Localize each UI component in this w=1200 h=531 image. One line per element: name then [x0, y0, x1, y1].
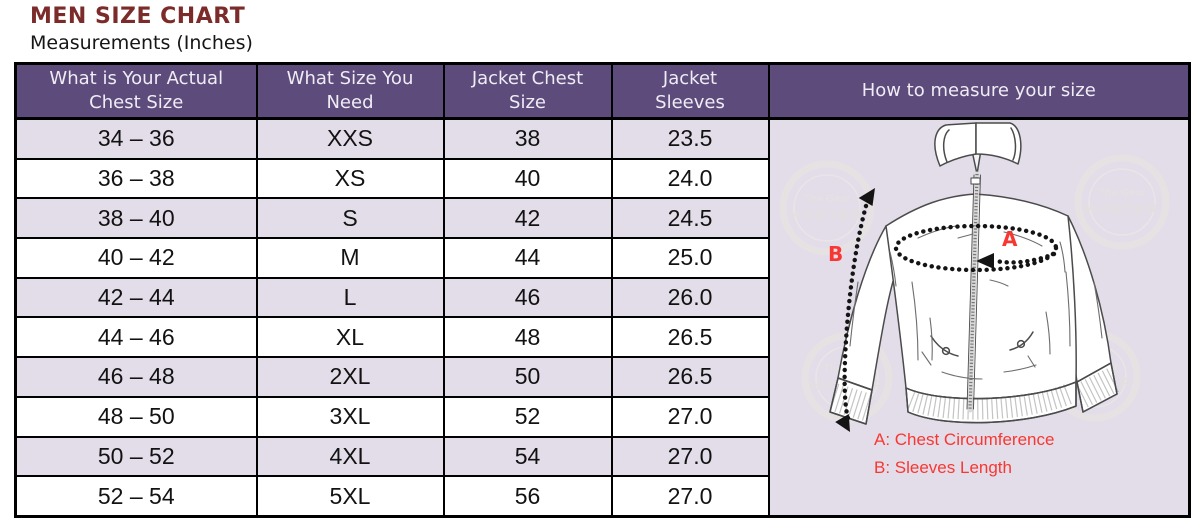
cell-size: 3XL: [255, 395, 445, 438]
table-row: 50 – 52 4XL 54 27.0: [14, 435, 1190, 478]
table-row: 42 – 44 L 46 26.0: [14, 276, 1190, 319]
chest-arrow-shaft: [994, 251, 1057, 265]
column-header-jacket-sleeves: Jacket Sleeves: [610, 62, 770, 120]
table-row: 52 – 54 5XL 56 27.0: [14, 475, 1190, 518]
cell-jacket-chest: 44: [442, 237, 613, 279]
cell-chest-range: 50 – 52: [14, 435, 258, 478]
sleeve-measure-line: [842, 203, 869, 421]
cell-jacket-sleeves: 26.0: [610, 276, 770, 319]
cell-jacket-chest: 42: [442, 197, 613, 240]
cell-size: 5XL: [255, 475, 445, 518]
cell-jacket-chest: 52: [442, 395, 613, 438]
cell-size: XS: [255, 157, 445, 200]
cell-jacket-chest: 56: [442, 475, 613, 518]
svg-text:The Gear: The Gear: [1098, 187, 1146, 199]
label-b: B: [828, 242, 843, 266]
page-subtitle: Measurements (Inches): [30, 32, 253, 54]
table-row: 34 – 36 XXS 38 23.5 Th: [14, 117, 1191, 518]
cell-jacket-chest: 50: [442, 356, 613, 398]
watermark-badge: The Gear HUNTER: [1074, 154, 1170, 250]
cell-jacket-sleeves: 26.5: [610, 356, 770, 398]
measurement-marks: [835, 188, 1059, 432]
cell-chest-range: 44 – 46: [14, 316, 258, 359]
page-title: MEN SIZE CHART: [30, 4, 246, 29]
cell-size: XL: [255, 316, 445, 359]
table-row: 46 – 48 2XL 50 26.5: [14, 356, 1190, 398]
cell-size: 4XL: [255, 435, 445, 478]
table-row: 40 – 42 M 44 25.0: [14, 237, 1190, 279]
svg-text:HUNTER: HUNTER: [790, 207, 865, 224]
jacket-line-art: [829, 122, 1120, 425]
legend-sleeves-length: B: Sleeves Length: [874, 458, 1012, 477]
cell-chest-range: 46 – 48: [14, 356, 258, 398]
table-row: 48 – 50 3XL 52 27.0: [14, 395, 1190, 438]
cell-jacket-sleeves: 23.5: [610, 117, 770, 160]
cell-jacket-sleeves: 25.0: [610, 237, 770, 279]
column-header-jacket-chest: Jacket Chest Size: [442, 62, 613, 120]
cell-jacket-sleeves: 26.5: [610, 316, 770, 359]
cell-chest-range: 42 – 44: [14, 276, 258, 319]
cell-chest-range: 34 – 36: [14, 117, 258, 160]
chest-arrowhead-icon: [976, 253, 995, 269]
cell-chest-range: 36 – 38: [14, 157, 258, 200]
cell-jacket-sleeves: 27.0: [610, 395, 770, 438]
cell-jacket-chest: 54: [442, 435, 613, 478]
cell-jacket-sleeves: 27.0: [610, 475, 770, 518]
header-row: What is Your Actual Chest Size What Size…: [14, 62, 1191, 120]
svg-text:The Gear: The Gear: [803, 193, 851, 205]
column-header-chest-size: What is Your Actual Chest Size: [14, 62, 258, 120]
svg-text:HUNTER: HUNTER: [1085, 201, 1160, 218]
cell-jacket-sleeves: 24.5: [610, 197, 770, 240]
label-a: A: [1002, 227, 1018, 251]
cell-size: 2XL: [255, 356, 445, 398]
cell-size: S: [255, 197, 445, 240]
cell-chest-range: 52 – 54: [14, 475, 258, 518]
cell-jacket-chest: 38: [442, 117, 613, 160]
measure-diagram-cell: The Gear HUNTER The Gear HUNTER: [767, 117, 1191, 518]
column-header-how-to-measure: How to measure your size: [767, 62, 1191, 120]
legend-chest-circumference: A: Chest Circumference: [874, 430, 1054, 449]
cell-chest-range: 40 – 42: [14, 237, 258, 279]
table-row: 36 – 38 XS 40 24.0: [14, 157, 1190, 200]
sleeve-bottom-arrowhead-icon: [835, 414, 851, 432]
table-row: 38 – 40 S 42 24.5: [14, 197, 1190, 240]
cell-jacket-sleeves: 27.0: [610, 435, 770, 478]
cell-jacket-chest: 48: [442, 316, 613, 359]
column-header-size-need: What Size You Need: [255, 62, 445, 120]
cell-jacket-sleeves: 24.0: [610, 157, 770, 200]
cell-size: XXS: [255, 117, 445, 160]
cell-jacket-chest: 46: [442, 276, 613, 319]
cell-chest-range: 48 – 50: [14, 395, 258, 438]
watermark-badge: The Gear HUNTER: [779, 160, 875, 256]
cell-size: L: [255, 276, 445, 319]
sleeve-top-arrowhead-icon: [858, 188, 876, 206]
cell-size: M: [255, 237, 445, 279]
size-chart-table: What is Your Actual Chest Size What Size…: [14, 62, 1191, 518]
cell-jacket-chest: 40: [442, 157, 613, 200]
table-row: 44 – 46 XL 48 26.5: [14, 316, 1190, 359]
jacket-measurement-diagram: The Gear HUNTER The Gear HUNTER: [779, 122, 1170, 477]
chest-measure-line: [894, 223, 1059, 273]
cell-chest-range: 38 – 40: [14, 197, 258, 240]
